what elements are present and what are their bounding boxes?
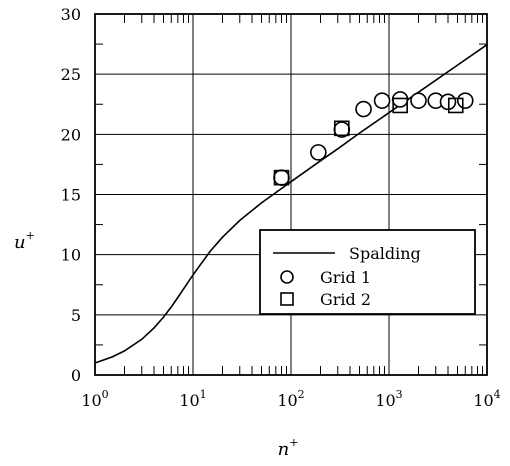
y-tick-labels: 0 5 10 15 20 25 30	[61, 5, 81, 385]
x-tick-label: 102	[277, 388, 304, 410]
legend-square-swatch	[280, 292, 294, 306]
legend-box	[259, 229, 476, 315]
legend-label-spalding: Spalding	[349, 244, 421, 263]
y-tick-label: 0	[71, 366, 81, 385]
y-tick-label: 10	[61, 246, 81, 265]
plot-frame	[94, 13, 488, 376]
grid1-point	[456, 92, 474, 109]
y-tick-label: 5	[71, 306, 81, 325]
x-axis-label: n+	[278, 436, 299, 460]
grid2-point	[447, 97, 464, 114]
y-tick-label: 20	[61, 125, 81, 144]
minor-ticks	[95, 14, 487, 375]
legend-circle-swatch	[280, 270, 294, 284]
legend-label-grid1: Grid 1	[320, 268, 371, 287]
spalding-series	[94, 44, 488, 364]
legend-label-grid2: Grid 2	[320, 290, 371, 309]
x-tick-label: 100	[81, 388, 108, 410]
grid2-point	[392, 97, 408, 114]
y-tick-label: 30	[61, 5, 81, 24]
x-tick-label: 101	[179, 388, 206, 410]
y-axis-label: u+	[14, 229, 35, 253]
markers	[273, 91, 474, 186]
x-tick-labels: 100 101 102 103 104	[81, 388, 500, 410]
y-tick-label: 15	[61, 186, 81, 205]
grid	[94, 13, 488, 376]
grid1-point	[310, 144, 327, 161]
grid2-point	[334, 120, 350, 137]
legend: Spalding Grid 1 Grid 2	[259, 229, 476, 315]
x-tick-label: 103	[375, 388, 402, 410]
spalding-curve	[94, 44, 488, 364]
grid1-point	[355, 100, 372, 118]
y-tick-label: 25	[61, 65, 81, 84]
grid1-point	[273, 169, 290, 186]
grid1-point	[391, 91, 409, 108]
grid1-point	[373, 92, 391, 109]
grid1-point	[410, 92, 427, 109]
grid2-point	[273, 169, 290, 186]
x-tick-label: 104	[473, 388, 500, 410]
